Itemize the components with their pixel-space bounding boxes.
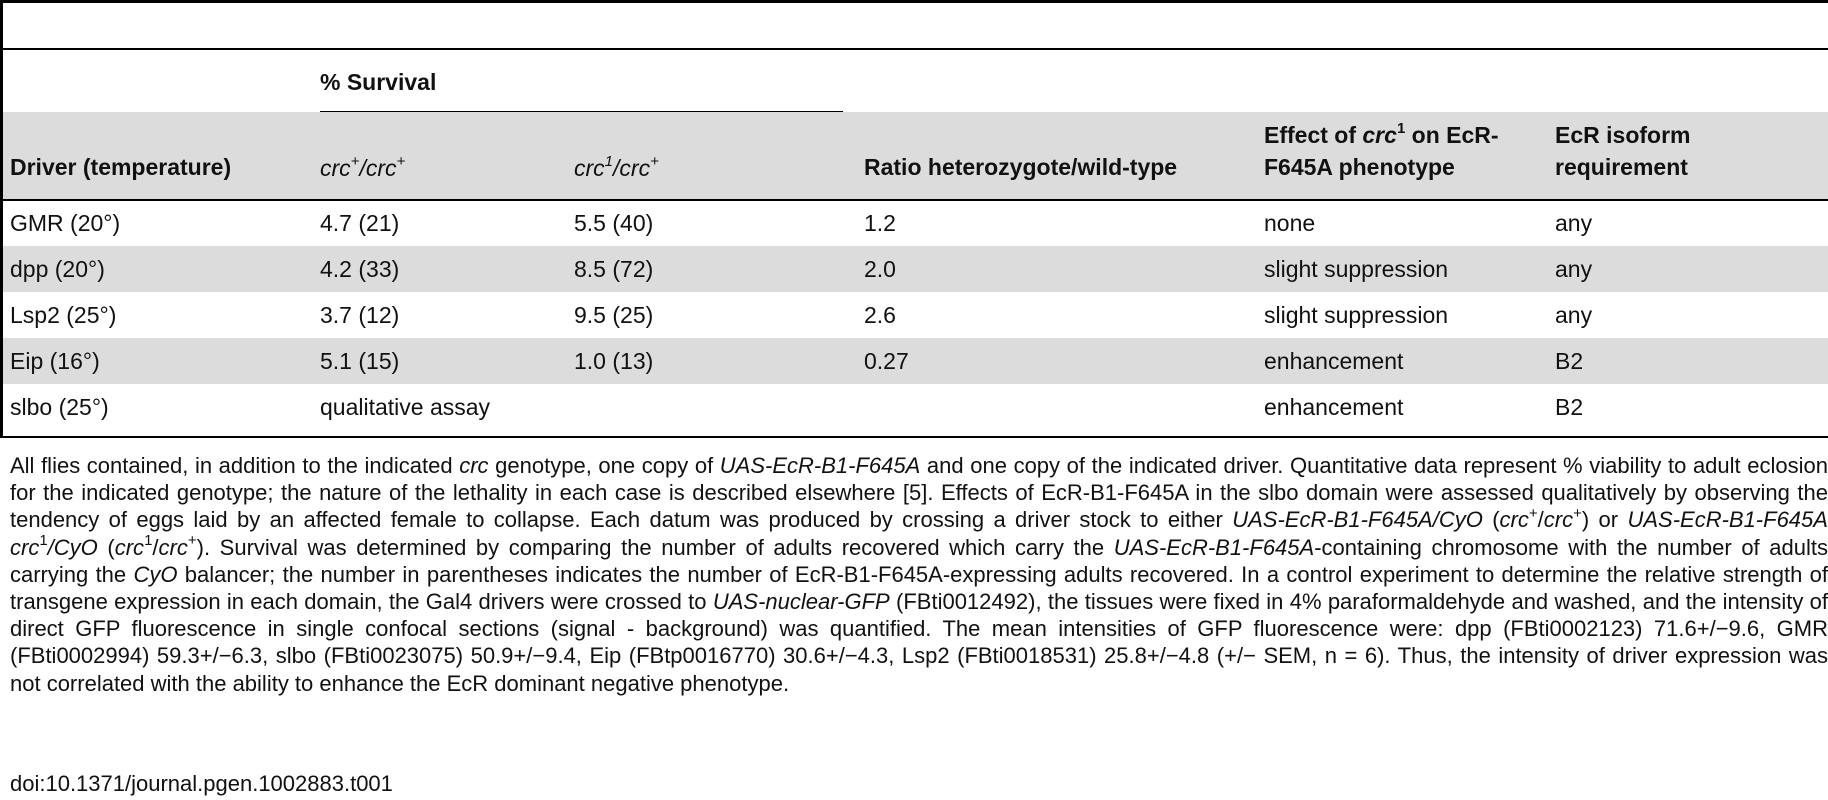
cell-wt: 4.7 (21) [320,210,400,236]
cell-wt: 3.7 (12) [320,302,400,328]
table-bottom-rule [0,436,1828,438]
cell-wt: 4.2 (33) [320,256,400,282]
cell-driver: Eip (16°) [10,348,100,374]
col-header-isoform: EcR isoform requirement [1555,122,1691,180]
table-top-rule [0,48,1828,50]
cell-ratio: 0.27 [864,348,909,374]
row-band-eip [3,338,1828,384]
left-border [0,0,3,437]
cell-ratio: 2.6 [864,302,896,328]
col-header-ratio: Ratio heterozygote/wild-type [864,154,1178,180]
cell-ratio: 2.0 [864,256,896,282]
cell-het: 5.5 (40) [574,210,654,236]
cell-isoform: B2 [1555,348,1584,374]
cell-het: 9.5 (25) [574,302,654,328]
row-band-dpp [3,246,1828,292]
col-header-driver: Driver (temperature) [10,154,232,180]
cell-driver: GMR (20°) [10,210,121,236]
cell-driver: dpp (20°) [10,256,105,282]
cell-het: 8.5 (72) [574,256,654,282]
cell-ratio: 1.2 [864,210,896,236]
col-header-effect: Effect of crc1 on EcR- F645A phenotype [1264,120,1499,180]
cell-isoform: any [1555,210,1593,236]
cell-isoform: any [1555,256,1593,282]
cell-effect: none [1264,210,1316,236]
col-header-het: crc1/crc+ [574,153,659,181]
doi-text: doi:10.1371/journal.pgen.1002883.t001 [10,771,393,796]
cell-effect: slight suppression [1264,256,1449,282]
header-bottom-rule [0,199,1828,201]
cell-wt: qualitative assay [320,394,491,420]
survival-group-header: % Survival [320,69,437,95]
cell-effect: enhancement [1264,348,1404,374]
cell-het: 1.0 (13) [574,348,654,374]
header-band [3,112,1828,199]
cell-effect: enhancement [1264,394,1404,420]
cell-isoform: B2 [1555,394,1584,420]
cell-isoform: any [1555,302,1593,328]
cell-driver: slbo (25°) [10,394,109,420]
survival-group-rule [320,111,843,113]
cell-effect: slight suppression [1264,302,1449,328]
top-border [0,0,1828,3]
col-header-wt: crc+/crc+ [320,153,406,181]
table-footnote: All flies contained, in addition to the … [10,453,1828,696]
cell-wt: 5.1 (15) [320,348,400,374]
cell-driver: Lsp2 (25°) [10,302,117,328]
